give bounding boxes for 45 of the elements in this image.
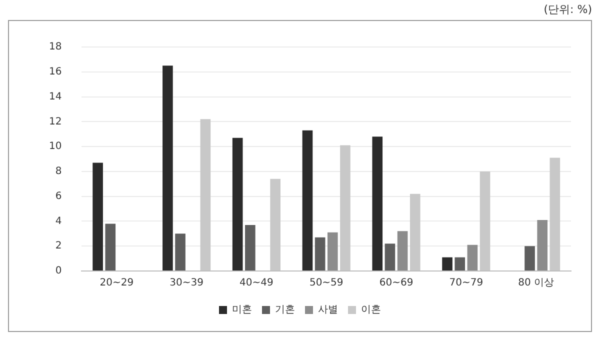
legend-label: 기혼 [275,304,295,316]
bar [524,246,535,270]
bar [245,224,256,270]
bar [327,232,338,270]
y-tick-label: 6 [55,190,62,202]
bar [442,257,452,270]
bar [537,220,548,270]
y-tick-label: 16 [48,66,62,78]
bar [162,66,173,270]
bar [232,138,243,270]
legend-label: 사별 [318,304,338,316]
legend-label: 이혼 [361,304,381,316]
y-tick-label: 8 [55,166,62,178]
bar [480,171,490,270]
x-tick-label: 20~29 [100,278,134,289]
bar [384,244,396,270]
bar [200,119,211,270]
bar [467,244,478,270]
bar [397,231,408,270]
bar [175,234,186,270]
x-tick-label: 40~49 [240,278,274,289]
bar [302,130,313,270]
bar [410,194,420,270]
bar [314,237,326,270]
text: (단위: %) [544,2,592,17]
y-tick-label: 12 [48,116,62,128]
y-tick-label: 18 [48,42,62,53]
bar [92,162,103,270]
bar [105,224,116,270]
y-tick-label: 10 [48,141,62,152]
bar [372,136,383,270]
x-tick-label: 60~69 [379,278,414,289]
bar [454,257,466,270]
bar [270,178,280,270]
x-tick-label: 70~79 [449,278,484,289]
y-tick-label: 0 [55,266,62,277]
legend-label: 미혼 [232,304,252,316]
y-tick-label: 2 [55,240,62,252]
x-tick-label: 30~39 [170,278,204,289]
bar [550,158,560,270]
y-tick-label: 4 [55,216,62,227]
x-tick-label: 80 이상 [518,278,554,289]
x-tick-label: 50~59 [309,278,344,289]
bar [340,145,350,270]
y-tick-label: 14 [48,91,62,102]
